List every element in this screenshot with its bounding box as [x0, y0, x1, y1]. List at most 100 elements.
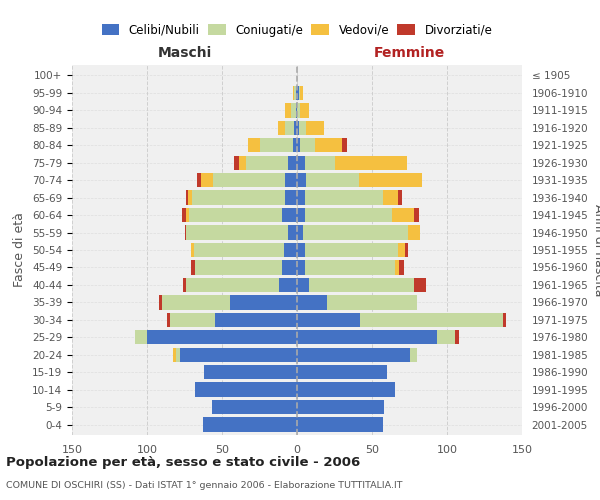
Bar — [297, 120, 299, 135]
Bar — [195, 382, 297, 397]
Bar — [297, 86, 299, 100]
Bar — [297, 243, 305, 257]
Bar — [294, 86, 296, 100]
Bar — [309, 278, 414, 292]
Bar — [408, 226, 420, 239]
Bar — [180, 348, 297, 362]
Bar — [277, 120, 285, 135]
Bar — [305, 243, 398, 257]
Bar — [399, 260, 404, 274]
Bar — [395, 260, 399, 274]
Bar — [303, 226, 408, 239]
Y-axis label: Anni di nascita: Anni di nascita — [592, 204, 600, 296]
Bar — [229, 295, 297, 310]
Bar — [297, 138, 300, 152]
Bar — [414, 208, 419, 222]
Bar — [300, 138, 315, 152]
Bar — [285, 103, 291, 118]
Bar — [297, 295, 327, 310]
Bar — [360, 312, 503, 327]
Bar — [297, 156, 305, 170]
Bar — [183, 278, 186, 292]
Bar — [297, 103, 300, 118]
Bar — [212, 400, 297, 414]
Bar — [215, 312, 297, 327]
Bar — [285, 173, 297, 188]
Bar — [279, 278, 297, 292]
Bar — [203, 418, 297, 432]
Bar — [213, 173, 285, 188]
Bar — [305, 190, 383, 205]
Bar — [195, 260, 282, 274]
Bar — [299, 86, 300, 100]
Bar — [291, 103, 296, 118]
Bar — [392, 208, 414, 222]
Bar — [282, 208, 297, 222]
Bar — [305, 260, 395, 274]
Bar — [189, 208, 282, 222]
Bar — [201, 173, 213, 188]
Legend: Celibi/Nubili, Coniugati/e, Vedovi/e, Divorziati/e: Celibi/Nubili, Coniugati/e, Vedovi/e, Di… — [97, 19, 497, 42]
Bar — [234, 156, 239, 170]
Bar — [359, 173, 421, 188]
Bar — [285, 120, 294, 135]
Bar — [437, 330, 455, 344]
Bar — [405, 243, 408, 257]
Bar — [162, 295, 229, 310]
Bar — [297, 226, 303, 239]
Text: Popolazione per età, sesso e stato civile - 2006: Popolazione per età, sesso e stato civil… — [6, 456, 360, 469]
Bar — [204, 365, 297, 380]
Bar — [297, 365, 387, 380]
Bar — [293, 138, 297, 152]
Bar — [297, 418, 383, 432]
Bar — [315, 138, 342, 152]
Bar — [297, 260, 305, 274]
Bar — [191, 260, 195, 274]
Bar — [305, 208, 392, 222]
Bar — [186, 226, 288, 239]
Bar — [246, 156, 288, 170]
Bar — [173, 348, 176, 362]
Bar — [300, 86, 303, 100]
Bar — [288, 156, 297, 170]
Bar — [414, 278, 426, 292]
Bar — [296, 86, 297, 100]
Bar — [176, 348, 180, 362]
Text: Maschi: Maschi — [157, 46, 212, 60]
Bar — [335, 156, 407, 170]
Bar — [297, 208, 305, 222]
Bar — [297, 348, 409, 362]
Bar — [398, 190, 402, 205]
Bar — [306, 120, 324, 135]
Bar — [342, 138, 347, 152]
Bar — [288, 226, 297, 239]
Bar — [170, 312, 215, 327]
Bar — [167, 312, 170, 327]
Bar — [409, 348, 417, 362]
Bar — [293, 86, 294, 100]
Bar — [297, 173, 306, 188]
Bar — [282, 260, 297, 274]
Bar — [297, 278, 309, 292]
Bar — [300, 103, 309, 118]
Bar — [135, 330, 147, 344]
Bar — [455, 330, 459, 344]
Bar — [284, 243, 297, 257]
Bar — [306, 173, 359, 188]
Bar — [182, 208, 186, 222]
Bar — [186, 208, 189, 222]
Bar — [503, 312, 505, 327]
Bar — [191, 243, 193, 257]
Bar — [297, 400, 384, 414]
Bar — [192, 190, 285, 205]
Bar — [147, 330, 297, 344]
Bar — [383, 190, 398, 205]
Bar — [327, 295, 417, 310]
Bar — [239, 156, 246, 170]
Bar — [297, 382, 395, 397]
Bar — [297, 312, 360, 327]
Bar — [185, 226, 186, 239]
Y-axis label: Fasce di età: Fasce di età — [13, 212, 26, 288]
Bar — [398, 243, 405, 257]
Bar — [299, 120, 306, 135]
